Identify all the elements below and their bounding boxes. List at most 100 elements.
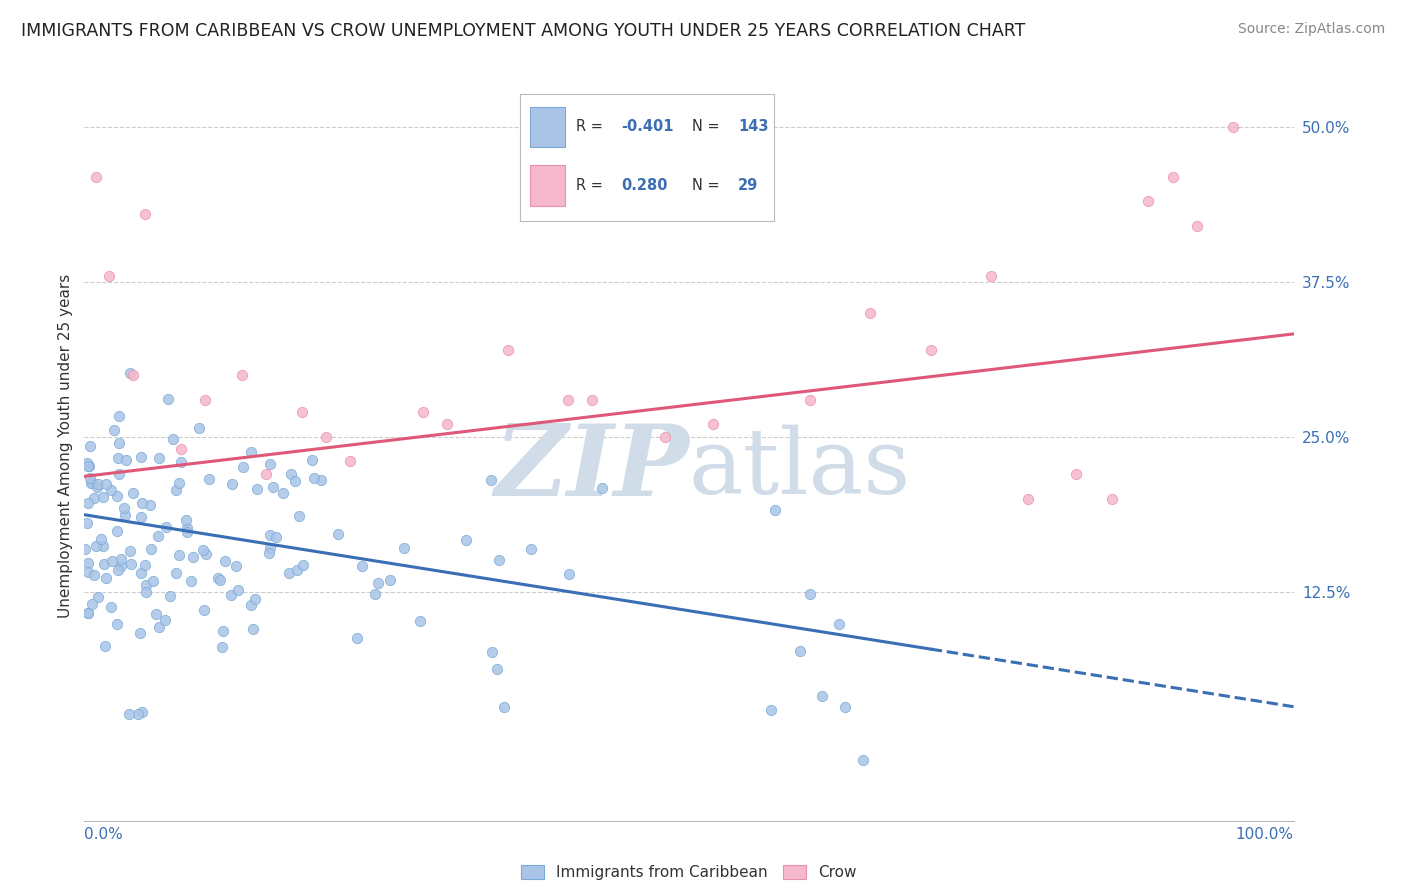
Point (169, 476, 191, 491)
Point (1161, 169, 1184, 184)
Point (174, 513, 197, 527)
Point (107, 563, 129, 577)
Point (264, 530, 287, 544)
Point (165, 566, 187, 580)
Point (232, 459, 254, 474)
Point (105, 617, 128, 632)
Point (118, 707, 141, 722)
Point (90, 532, 112, 546)
Point (97, 268, 120, 283)
Point (112, 500, 135, 515)
Point (194, 547, 217, 561)
Point (135, 585, 157, 599)
Point (1137, 194, 1160, 209)
Point (108, 409, 131, 424)
Point (301, 452, 323, 467)
Point (193, 602, 215, 616)
Point (557, 392, 579, 407)
Point (479, 474, 502, 488)
Point (170, 442, 193, 456)
Point (436, 417, 458, 432)
Point (219, 588, 242, 602)
Point (591, 481, 613, 495)
Point (239, 599, 262, 613)
Point (852, 752, 875, 766)
Point (79, 471, 101, 485)
Point (94, 639, 117, 653)
Point (1064, 467, 1087, 481)
Point (761, 703, 783, 717)
Point (118, 367, 141, 381)
Point (105, 489, 128, 503)
Point (80, 475, 103, 490)
Point (86, 480, 108, 494)
Point (93, 558, 115, 572)
Point (288, 509, 311, 524)
Point (83, 567, 105, 582)
Point (127, 706, 149, 721)
Point (496, 343, 519, 357)
Point (76, 516, 98, 530)
Point (378, 573, 401, 587)
Text: IMMIGRANTS FROM CARIBBEAN VS CROW UNEMPLOYMENT AMONG YOUTH UNDER 25 YEARS CORREL: IMMIGRANTS FROM CARIBBEAN VS CROW UNEMPL… (21, 22, 1025, 40)
Point (86, 590, 108, 604)
Point (176, 521, 198, 535)
Point (159, 589, 181, 603)
Point (77, 496, 100, 510)
Point (131, 495, 153, 509)
Point (291, 558, 314, 572)
Point (108, 435, 131, 450)
Point (120, 544, 142, 558)
Point (225, 559, 247, 574)
Text: 0.0%: 0.0% (84, 827, 124, 842)
Text: atlas: atlas (689, 425, 911, 513)
Point (79, 439, 101, 453)
Point (221, 477, 243, 491)
Point (139, 498, 162, 512)
Point (129, 450, 152, 465)
Point (134, 558, 156, 573)
Point (291, 405, 314, 419)
Point (83, 491, 105, 505)
Point (346, 632, 368, 646)
Point (128, 626, 150, 640)
Point (1222, 120, 1244, 134)
Point (197, 472, 219, 486)
Point (169, 548, 191, 562)
Point (558, 567, 581, 582)
Point (1101, 491, 1123, 506)
Point (86, 169, 108, 184)
Point (208, 573, 231, 587)
Point (148, 619, 170, 633)
Point (211, 640, 233, 654)
Point (135, 578, 157, 592)
Point (165, 483, 187, 498)
Point (142, 574, 165, 588)
Text: ZIP: ZIP (494, 420, 689, 516)
Point (84, 539, 107, 553)
Point (91, 539, 114, 553)
Point (859, 306, 882, 320)
Point (827, 617, 849, 632)
Point (105, 524, 128, 538)
Point (80, 475, 103, 490)
Point (115, 452, 138, 467)
Point (110, 558, 132, 573)
Point (108, 467, 131, 481)
Point (114, 508, 136, 522)
Point (789, 644, 811, 658)
Point (799, 392, 821, 407)
Point (240, 445, 263, 459)
Point (176, 524, 198, 539)
Point (155, 520, 177, 534)
Point (146, 529, 169, 543)
Text: 100.0%: 100.0% (1236, 827, 1294, 842)
Point (162, 432, 184, 446)
Point (121, 486, 143, 500)
Point (134, 207, 156, 221)
Point (254, 467, 277, 481)
Point (77, 606, 100, 620)
Point (271, 485, 294, 500)
Point (148, 451, 170, 466)
Point (367, 576, 389, 591)
